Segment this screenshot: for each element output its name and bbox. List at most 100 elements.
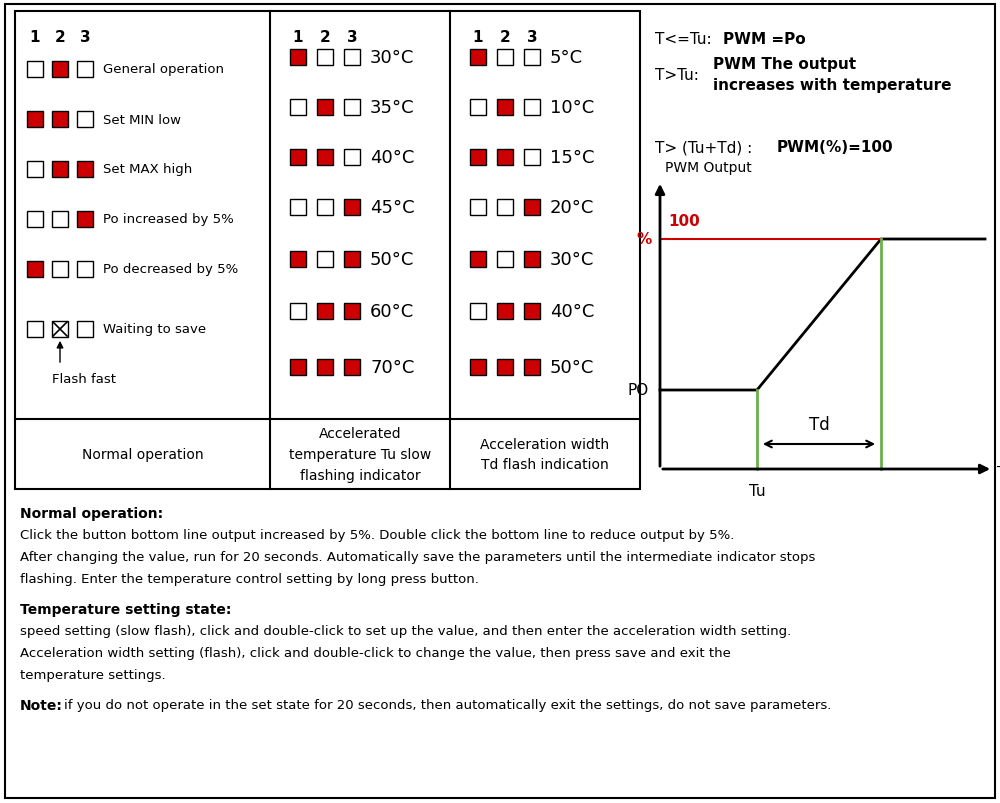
Text: 15°C: 15°C: [550, 149, 594, 167]
Text: 2: 2: [320, 31, 330, 46]
Bar: [344, 50, 360, 66]
Text: Temperature T: Temperature T: [997, 464, 1000, 479]
Bar: [290, 150, 306, 165]
Bar: [290, 100, 306, 116]
Bar: [52, 112, 68, 128]
Text: 100: 100: [668, 214, 700, 229]
Text: Note:: Note:: [20, 698, 63, 712]
Bar: [344, 200, 360, 216]
Text: 5°C: 5°C: [550, 49, 583, 67]
Bar: [77, 321, 93, 337]
Text: 2: 2: [55, 31, 65, 46]
Bar: [52, 62, 68, 78]
Text: 3: 3: [527, 31, 537, 46]
Bar: [497, 360, 513, 376]
Text: 70°C: 70°C: [370, 359, 414, 377]
Bar: [524, 304, 540, 320]
Text: Temperature setting state:: Temperature setting state:: [20, 602, 231, 616]
Text: PWM(%)=100: PWM(%)=100: [777, 141, 894, 155]
Text: Po increased by 5%: Po increased by 5%: [103, 214, 234, 226]
Text: Flash fast: Flash fast: [52, 373, 116, 386]
Text: 1: 1: [30, 31, 40, 46]
Bar: [497, 100, 513, 116]
Bar: [317, 50, 333, 66]
Text: Po decreased by 5%: Po decreased by 5%: [103, 263, 238, 276]
Bar: [317, 360, 333, 376]
Bar: [27, 62, 43, 78]
Text: PWM =Po: PWM =Po: [723, 32, 806, 47]
Bar: [470, 251, 486, 267]
Text: if you do not operate in the set state for 20 seconds, then automatically exit t: if you do not operate in the set state f…: [64, 698, 831, 711]
Bar: [77, 262, 93, 278]
Bar: [524, 150, 540, 165]
Bar: [290, 251, 306, 267]
Text: Normal operation: Normal operation: [82, 447, 203, 462]
Text: PWM The output
increases with temperature: PWM The output increases with temperatur…: [713, 57, 952, 93]
Bar: [27, 212, 43, 228]
Bar: [344, 251, 360, 267]
Bar: [344, 304, 360, 320]
Bar: [497, 150, 513, 165]
Bar: [290, 50, 306, 66]
Bar: [290, 304, 306, 320]
Bar: [77, 212, 93, 228]
Bar: [52, 262, 68, 278]
Text: 40°C: 40°C: [370, 149, 414, 167]
Bar: [317, 304, 333, 320]
Bar: [497, 304, 513, 320]
Bar: [317, 200, 333, 216]
Text: 1: 1: [293, 31, 303, 46]
Text: Td: Td: [809, 415, 829, 434]
Bar: [317, 251, 333, 267]
Text: Waiting to save: Waiting to save: [103, 323, 206, 336]
Text: 2: 2: [500, 31, 510, 46]
Bar: [27, 161, 43, 177]
Text: Accelerated
temperature Tu slow
flashing indicator: Accelerated temperature Tu slow flashing…: [289, 427, 431, 482]
Bar: [27, 321, 43, 337]
Text: Normal operation:: Normal operation:: [20, 507, 163, 520]
Bar: [344, 360, 360, 376]
Bar: [524, 360, 540, 376]
Bar: [77, 161, 93, 177]
Bar: [470, 360, 486, 376]
Bar: [27, 112, 43, 128]
Text: PO: PO: [627, 383, 649, 398]
Text: Acceleration width
Td flash indication: Acceleration width Td flash indication: [480, 437, 610, 471]
Text: 50°C: 50°C: [370, 251, 414, 269]
Text: T> (Tu+Td) :: T> (Tu+Td) :: [655, 141, 757, 155]
Text: Acceleration width setting (flash), click and double-click to change the value, : Acceleration width setting (flash), clic…: [20, 646, 731, 659]
Bar: [52, 161, 68, 177]
Bar: [524, 251, 540, 267]
Text: 3: 3: [80, 31, 90, 46]
Bar: [52, 321, 68, 337]
Text: T<=Tu:: T<=Tu:: [655, 32, 716, 47]
Text: speed setting (slow flash), click and double-click to set up the value, and then: speed setting (slow flash), click and do…: [20, 624, 791, 638]
Bar: [524, 200, 540, 216]
Text: Tu: Tu: [749, 484, 765, 499]
Bar: [524, 100, 540, 116]
Text: General operation: General operation: [103, 63, 224, 76]
Bar: [524, 50, 540, 66]
Bar: [317, 100, 333, 116]
Text: 1: 1: [473, 31, 483, 46]
Text: 30°C: 30°C: [550, 251, 594, 269]
Bar: [290, 360, 306, 376]
Text: flashing. Enter the temperature control setting by long press button.: flashing. Enter the temperature control …: [20, 573, 479, 585]
Text: Set MAX high: Set MAX high: [103, 163, 192, 177]
Text: %: %: [636, 232, 652, 247]
Text: Click the button bottom line output increased by 5%. Double click the bottom lin: Click the button bottom line output incr…: [20, 528, 734, 541]
Text: 30°C: 30°C: [370, 49, 414, 67]
Text: 10°C: 10°C: [550, 99, 594, 117]
Bar: [15, 12, 640, 489]
Text: temperature settings.: temperature settings.: [20, 668, 166, 681]
Bar: [317, 150, 333, 165]
Text: PWM Output: PWM Output: [665, 161, 752, 175]
Bar: [290, 200, 306, 216]
Text: 50°C: 50°C: [550, 359, 594, 377]
Text: 40°C: 40°C: [550, 303, 594, 320]
Bar: [344, 100, 360, 116]
Bar: [77, 112, 93, 128]
Text: 45°C: 45°C: [370, 199, 415, 217]
Text: 3: 3: [347, 31, 357, 46]
Bar: [470, 100, 486, 116]
